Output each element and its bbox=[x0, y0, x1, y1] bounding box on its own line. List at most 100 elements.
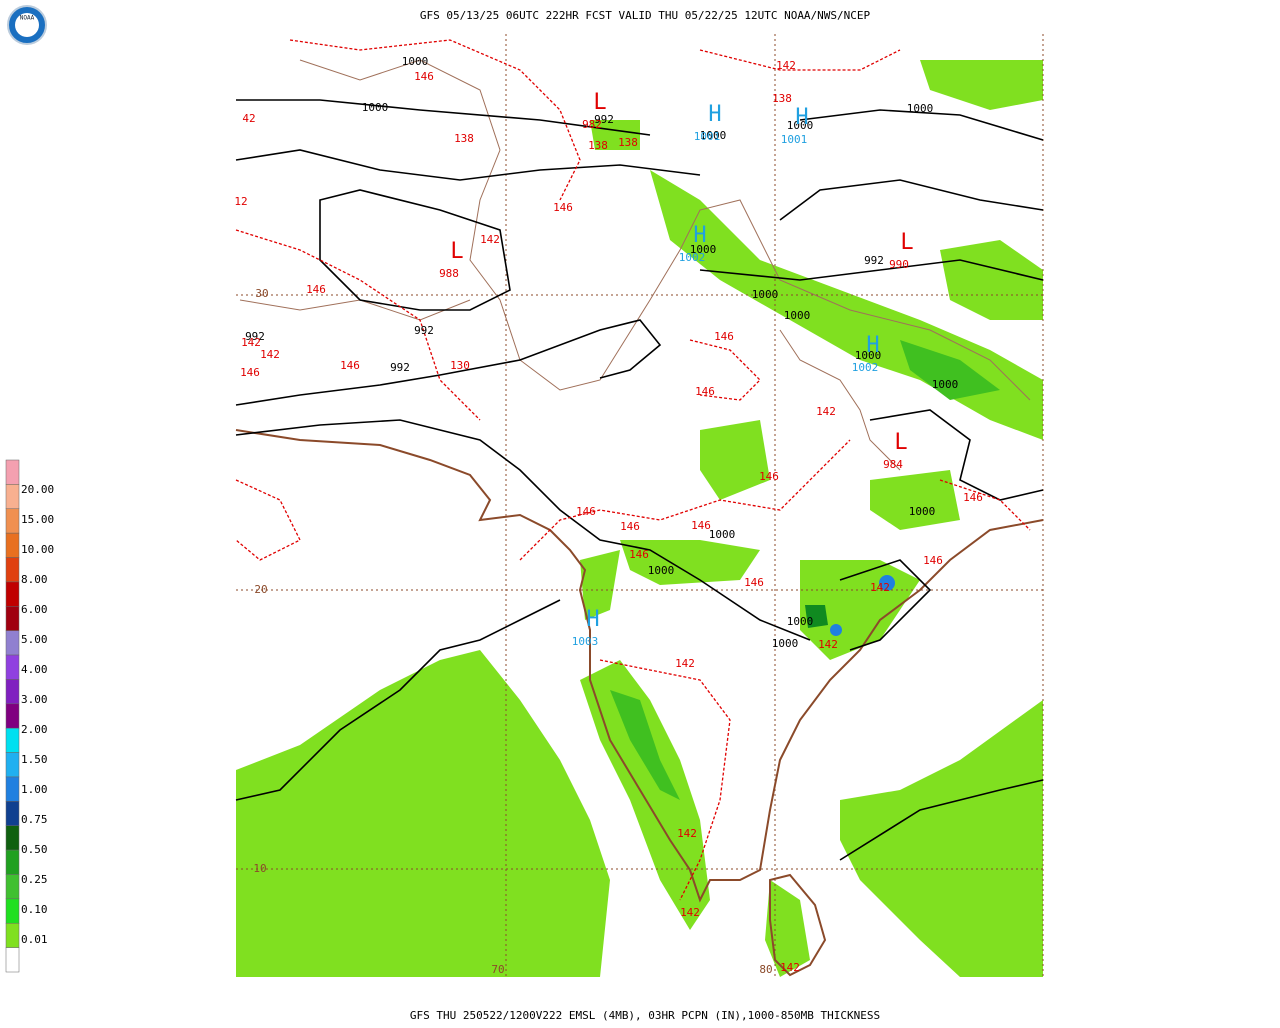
thickness-label: 138 bbox=[618, 136, 638, 149]
logo: NOAA bbox=[7, 5, 47, 45]
footer-caption: GFS THU 250522/1200V222 EMSL (4MB), 03HR… bbox=[410, 1009, 880, 1022]
thickness-contour bbox=[519, 439, 851, 561]
border bbox=[779, 329, 901, 471]
thickness-contour bbox=[599, 659, 731, 901]
legend-swatch bbox=[5, 606, 20, 631]
pressure-label: 992 bbox=[594, 113, 614, 126]
pressure-center-value: 988 bbox=[439, 267, 459, 280]
pressure-center-symbol: L bbox=[894, 430, 907, 455]
legend-swatch bbox=[5, 727, 20, 753]
coastlines bbox=[235, 59, 1044, 977]
title: GFS 05/13/25 06UTC 222HR FCST VALID THU … bbox=[420, 9, 871, 22]
isobar bbox=[839, 779, 1044, 861]
pressure-center-value: 984 bbox=[883, 458, 903, 471]
thickness-label: 142 bbox=[776, 59, 796, 72]
pressure-center-symbol: H bbox=[795, 105, 808, 130]
map-labels: 30 20 10 70 80 1000 1000 992 1000 1000 1000 1000 992… bbox=[234, 55, 983, 976]
thickness-label: 146 bbox=[963, 491, 983, 504]
rain-area bbox=[700, 420, 770, 500]
thickness-label: 146 bbox=[620, 520, 640, 533]
thickness-label: 146 bbox=[629, 548, 649, 561]
legend: 20.00 15.00 10.00 8.00 6.00 5.00 4.00 3.00 2.00 1… bbox=[5, 459, 54, 973]
pressure-center-value: 1002 bbox=[852, 361, 879, 374]
rain-area bbox=[765, 880, 810, 977]
pressure-label: 1000 bbox=[787, 119, 814, 132]
pressure-label: 1000 bbox=[700, 129, 727, 142]
pressure-center-value: 1001 bbox=[781, 133, 808, 146]
isobar bbox=[319, 189, 511, 311]
pressure-label: 1000 bbox=[787, 615, 814, 628]
legend-label: 1.00 bbox=[21, 783, 48, 796]
isobar bbox=[236, 99, 651, 136]
rain-area bbox=[620, 540, 760, 585]
pressure-center-value: 990 bbox=[889, 258, 909, 271]
pressure-center-symbol: H bbox=[586, 607, 599, 632]
pressure-label: 1000 bbox=[784, 309, 811, 322]
isobar bbox=[799, 109, 1044, 141]
pressure-label: 1000 bbox=[932, 378, 959, 391]
pressure-label: 992 bbox=[390, 361, 410, 374]
grid-label: 30 bbox=[255, 287, 268, 300]
thickness-label: 146 bbox=[306, 283, 326, 296]
legend-swatch bbox=[5, 874, 20, 900]
rain-core bbox=[879, 575, 895, 591]
border bbox=[299, 59, 1031, 401]
legend-label: 0.50 bbox=[21, 843, 48, 856]
logo-text: NOAA bbox=[20, 15, 35, 22]
thickness-label: 142 bbox=[675, 657, 695, 670]
thickness-contour bbox=[699, 49, 901, 71]
legend-swatch bbox=[5, 752, 20, 778]
thickness-label: 146 bbox=[340, 359, 360, 372]
pressure-center-value: 1001 bbox=[694, 130, 721, 143]
isobar bbox=[869, 409, 1044, 501]
isobar bbox=[235, 149, 701, 181]
thickness-label: 142 bbox=[818, 638, 838, 651]
thickness-label: 142 bbox=[677, 827, 697, 840]
thickness-label: 138 bbox=[772, 92, 792, 105]
thickness-label: 142 bbox=[241, 336, 261, 349]
legend-swatch bbox=[5, 630, 20, 656]
legend-label: 20.00 bbox=[21, 483, 54, 496]
rain-area bbox=[940, 240, 1043, 320]
rain-core bbox=[805, 605, 828, 628]
isobars bbox=[235, 99, 1044, 861]
pressure-center-value: 982 bbox=[582, 118, 602, 131]
thickness-label: 146 bbox=[691, 519, 711, 532]
isobar bbox=[235, 419, 811, 641]
thickness-contour bbox=[939, 479, 1031, 531]
legend-label: 2.00 bbox=[21, 723, 48, 736]
grid-label: 10 bbox=[253, 862, 266, 875]
thickness-contour bbox=[689, 339, 761, 401]
legend-label: 5.00 bbox=[21, 633, 48, 646]
pressure-center-symbol: L bbox=[450, 239, 463, 264]
legend-swatch bbox=[5, 922, 20, 948]
legend-swatch bbox=[5, 825, 20, 851]
coastline bbox=[769, 873, 827, 977]
rain-area bbox=[840, 700, 1043, 977]
pressure-label: 1000 bbox=[362, 101, 389, 114]
map-area: 30 20 10 70 80 1000 1000 992 1000 1000 1000 1000 992… bbox=[234, 34, 1044, 977]
thickness-label: 146 bbox=[714, 330, 734, 343]
legend-label: 15.00 bbox=[21, 513, 54, 526]
pressure-label: 1000 bbox=[402, 55, 429, 68]
pressure-label: 992 bbox=[414, 324, 434, 337]
thickness-label: 146 bbox=[414, 70, 434, 83]
legend-label: 0.25 bbox=[21, 873, 48, 886]
pressure-center-symbol: H bbox=[693, 223, 706, 248]
legend-label: 3.00 bbox=[21, 693, 48, 706]
rain-area bbox=[900, 340, 1000, 400]
thickness-label: 142 bbox=[780, 961, 800, 974]
rain-area bbox=[590, 120, 640, 150]
legend-swatch bbox=[5, 776, 20, 802]
rain-area bbox=[870, 470, 960, 530]
grid-label: 80 bbox=[759, 963, 772, 976]
thickness-label: 142 bbox=[260, 348, 280, 361]
legend-label: 0.01 bbox=[21, 933, 48, 946]
legend-label: 0.75 bbox=[21, 813, 48, 826]
thickness-label: 130 bbox=[450, 359, 470, 372]
pressure-center-symbol: H bbox=[866, 333, 879, 358]
rain-area bbox=[610, 690, 680, 800]
thickness-label: 12 bbox=[234, 195, 247, 208]
rain-core bbox=[830, 624, 842, 636]
